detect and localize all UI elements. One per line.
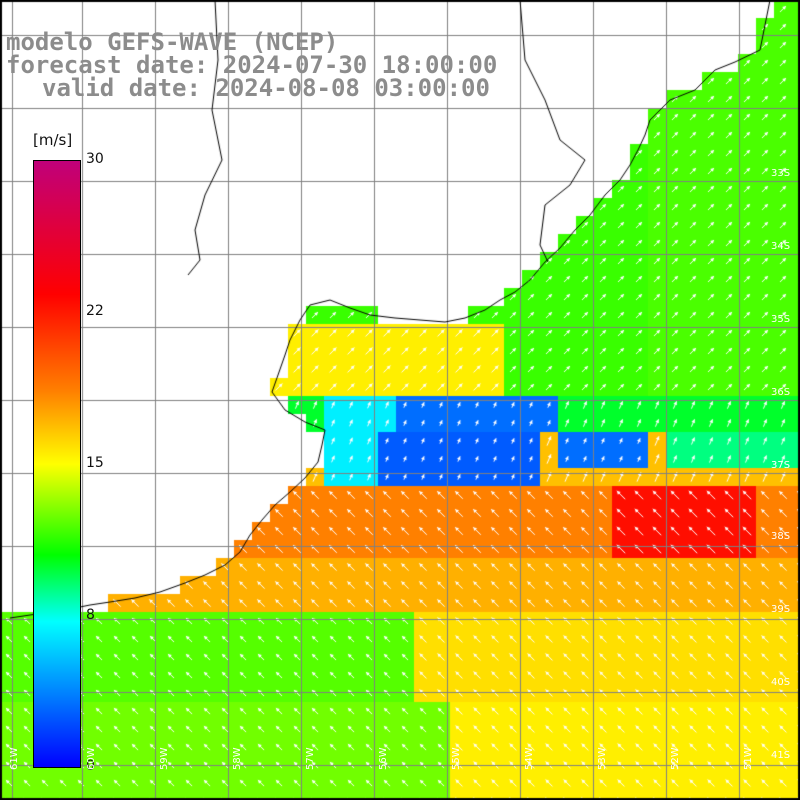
lat-label: 35S bbox=[771, 314, 791, 325]
lon-label: 53W bbox=[597, 747, 608, 770]
lat-label: 34S bbox=[771, 241, 791, 252]
colorbar-tick-30: 30 bbox=[86, 151, 104, 167]
lat-label: 38S bbox=[771, 531, 791, 542]
lon-label: 52W bbox=[670, 747, 681, 770]
lon-label: 61W bbox=[9, 747, 20, 770]
colorbar-tick-0: 0 bbox=[86, 758, 95, 774]
lon-label: 58W bbox=[232, 747, 243, 770]
map-title: modelo GEFS-WAVE (NCEP) bbox=[6, 28, 339, 56]
lat-label: 39S bbox=[771, 604, 791, 615]
lat-label: 36S bbox=[771, 387, 791, 398]
lon-label: 55W bbox=[451, 747, 462, 770]
colorbar-tick-8: 8 bbox=[86, 607, 95, 623]
lon-label: 51W bbox=[743, 747, 754, 770]
lon-label: 60W bbox=[86, 747, 97, 770]
valid-date: valid date: 2024-08-08 03:00:00 bbox=[42, 74, 490, 102]
colorbar bbox=[33, 160, 81, 768]
lat-label: 37S bbox=[771, 460, 791, 471]
lat-label: 33S bbox=[771, 168, 791, 179]
lat-label: 40S bbox=[771, 677, 791, 688]
lat-label: 41S bbox=[771, 750, 791, 761]
lon-label: 59W bbox=[159, 747, 170, 770]
colorbar-tick-22: 22 bbox=[86, 303, 104, 319]
lon-label: 56W bbox=[378, 747, 389, 770]
forecast-date: forecast date: 2024-07-30 18:00:00 bbox=[6, 51, 498, 79]
lon-label: 54W bbox=[524, 747, 535, 770]
colorbar-tick-15: 15 bbox=[86, 455, 104, 471]
lon-label: 57W bbox=[305, 747, 316, 770]
colorbar-unit: [m/s] bbox=[33, 131, 73, 149]
